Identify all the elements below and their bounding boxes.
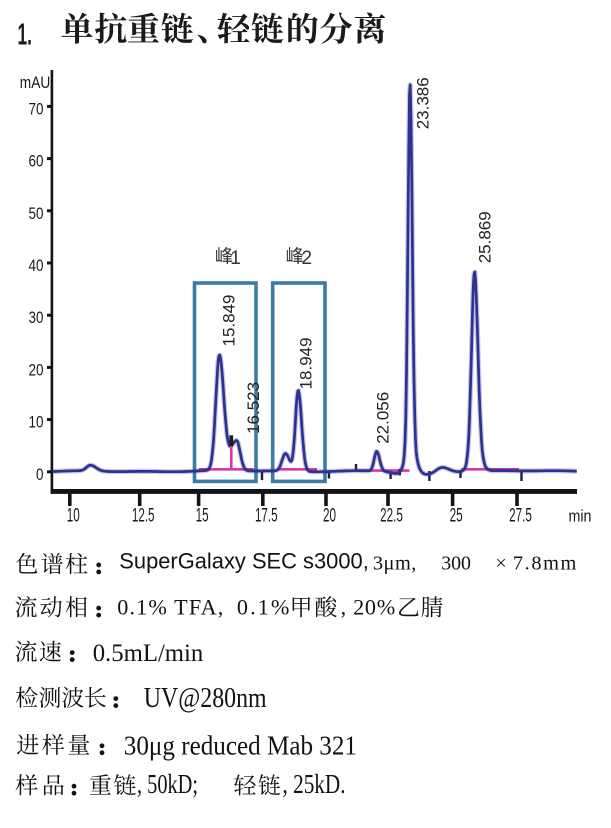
svg-text:2: 2: [302, 248, 313, 269]
svg-text:UV@280nm: UV@280nm: [144, 683, 267, 714]
svg-text:10: 10: [29, 413, 44, 432]
svg-text:27.5: 27.5: [509, 506, 532, 527]
svg-text:min: min: [569, 507, 592, 526]
svg-text:22.056: 22.056: [374, 392, 393, 444]
svg-text:300: 300: [441, 553, 471, 575]
svg-text:, 50kD;: , 50kD;: [137, 768, 198, 799]
svg-text:SuperGalaxy SEC s3000,: SuperGalaxy SEC s3000,: [119, 549, 368, 574]
svg-text:, 25kD.: , 25kD.: [283, 768, 346, 799]
svg-text:, 20%: , 20%: [341, 595, 396, 620]
svg-text:0.5mL/min: 0.5mL/min: [93, 640, 204, 667]
svg-text:0.1% TFA,: 0.1% TFA,: [117, 595, 223, 620]
svg-text:15: 15: [196, 506, 209, 527]
svg-text:7.8mm: 7.8mm: [513, 553, 577, 575]
svg-text:10: 10: [67, 506, 80, 527]
svg-text:30μg reduced Mab 321: 30μg reduced Mab 321: [124, 730, 357, 761]
svg-text:1.: 1.: [18, 17, 33, 51]
svg-text:12.5: 12.5: [132, 506, 155, 527]
svg-text:30: 30: [29, 308, 44, 327]
svg-text:mAU: mAU: [20, 73, 51, 92]
svg-text:25.869: 25.869: [476, 211, 495, 263]
svg-text:18.949: 18.949: [297, 337, 316, 389]
svg-text:1: 1: [230, 248, 241, 269]
svg-text:40: 40: [29, 256, 44, 275]
svg-text:60: 60: [29, 152, 44, 171]
svg-text:×: ×: [495, 553, 507, 575]
svg-text:15.849: 15.849: [220, 295, 239, 347]
svg-text:23.386: 23.386: [414, 77, 433, 129]
svg-text:50: 50: [29, 204, 44, 223]
svg-text:0: 0: [36, 465, 44, 484]
svg-text:17.5: 17.5: [255, 506, 278, 527]
svg-text:3μm,: 3μm,: [373, 553, 417, 575]
svg-text:20: 20: [323, 506, 336, 527]
svg-text:16.523: 16.523: [244, 382, 263, 434]
svg-text:0.1%: 0.1%: [237, 595, 290, 620]
svg-text:20: 20: [29, 360, 44, 379]
svg-text:25: 25: [450, 506, 463, 527]
svg-text:70: 70: [29, 99, 44, 118]
svg-text:22.5: 22.5: [380, 506, 403, 527]
